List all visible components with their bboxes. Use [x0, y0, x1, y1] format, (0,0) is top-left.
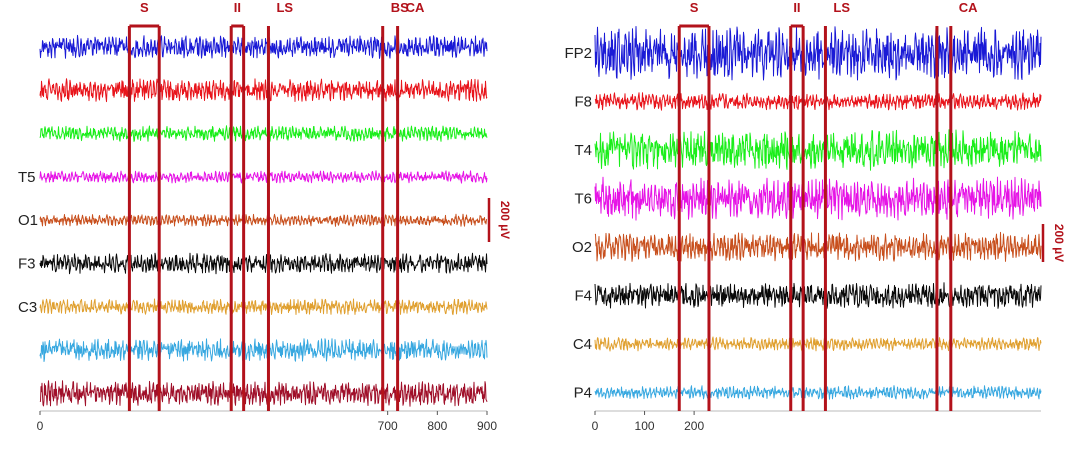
trace-right-C4	[594, 336, 1042, 352]
trace-right-F4	[594, 282, 1042, 309]
trace-left-T5	[39, 170, 488, 184]
channel-label: T6	[574, 191, 592, 208]
x-tick-label: 800	[427, 419, 447, 433]
trace-left-C3	[39, 298, 488, 316]
channel-label: P4	[574, 385, 592, 402]
panel-right: FP2 F8 T4 T6 O2 F4 C4 P4 0 100 200 S II LS CA 200 µV	[564, 0, 1066, 433]
event-label: II	[793, 0, 800, 15]
channel-label: F3	[18, 256, 36, 273]
trace-left-ch0	[39, 34, 488, 59]
channel-label: F4	[574, 288, 592, 305]
event-label: S	[690, 0, 699, 15]
channel-label: C4	[573, 336, 592, 353]
x-tick-label: 700	[378, 419, 398, 433]
trace-right-O2	[594, 231, 1042, 262]
x-tick-label: 200	[684, 419, 704, 433]
x-tick-label: 0	[592, 419, 599, 433]
channel-label: O2	[572, 239, 592, 256]
trace-left-O1	[39, 213, 488, 227]
trace-right-FP2	[594, 26, 1042, 81]
channel-label: F8	[574, 94, 592, 111]
channel-label: C3	[18, 299, 37, 316]
x-tick-label: 900	[477, 419, 497, 433]
event-label: LS	[276, 0, 293, 15]
channel-label: O1	[18, 212, 38, 229]
x-tick-label: 100	[635, 419, 655, 433]
trace-right-T6	[594, 176, 1042, 221]
event-label: LS	[833, 0, 850, 15]
trace-left-ch7	[39, 338, 488, 362]
event-label: CA	[406, 0, 425, 15]
channel-label: T5	[18, 169, 36, 186]
scale-bar-label: 200 µV	[498, 201, 512, 239]
scale-bar-label: 200 µV	[1052, 224, 1066, 262]
event-label: CA	[959, 0, 978, 15]
trace-right-P4	[594, 385, 1042, 400]
trace-left-ch1	[39, 78, 488, 103]
channel-label: FP2	[564, 45, 592, 62]
trace-left-F3	[39, 252, 488, 275]
event-label: II	[234, 0, 241, 15]
event-label: S	[140, 0, 149, 15]
x-tick-label: 0	[37, 419, 44, 433]
trace-left-ch2	[39, 125, 488, 142]
trace-left-ch8	[39, 380, 488, 407]
event-label: BS	[391, 0, 409, 15]
trace-right-F8	[594, 92, 1042, 111]
channel-label: T4	[574, 142, 592, 159]
trace-right-T4	[594, 129, 1042, 171]
